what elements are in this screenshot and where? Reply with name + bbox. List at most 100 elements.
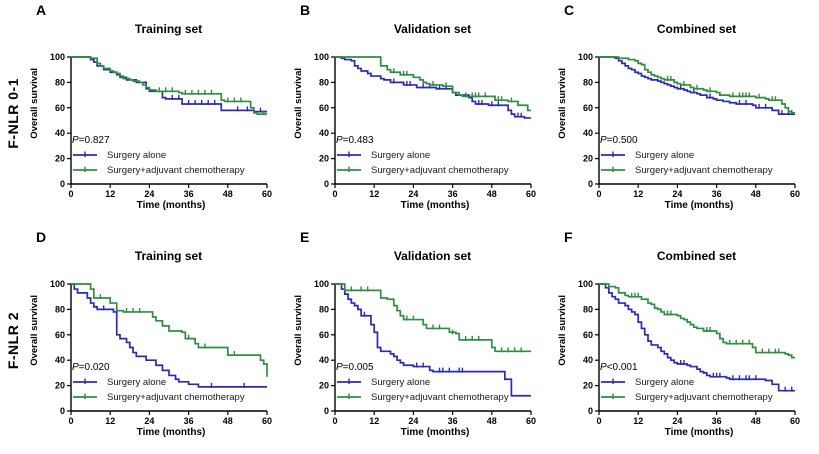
legend-line-chemo-icon [337, 166, 361, 172]
svg-text:60: 60 [55, 103, 65, 113]
legend-item-chemo: Surgery+adjuvant chemotherapy [72, 391, 245, 403]
legend-label: Surgery alone [371, 149, 431, 161]
legend-line-chemo-icon [601, 166, 625, 172]
svg-text:0: 0 [332, 416, 337, 426]
svg-text:40: 40 [55, 355, 65, 365]
p-value: P=0.827 [72, 135, 110, 146]
svg-text:80: 80 [55, 304, 65, 314]
svg-text:48: 48 [751, 416, 761, 426]
y-axis-label: Overall survival [557, 67, 568, 139]
svg-text:0: 0 [68, 189, 73, 199]
y-axis-label: Overall survival [29, 67, 40, 139]
legend-item-surgery: Surgery alone [336, 376, 509, 388]
svg-text:60: 60 [55, 330, 65, 340]
p-value: P=0.483 [336, 135, 374, 146]
svg-text:48: 48 [487, 416, 497, 426]
svg-text:48: 48 [751, 189, 761, 199]
svg-text:12: 12 [105, 189, 115, 199]
svg-text:24: 24 [408, 189, 418, 199]
x-axis-label: Time (months) [400, 200, 470, 211]
svg-text:0: 0 [332, 189, 337, 199]
legend-line-chemo-icon [601, 393, 625, 399]
x-axis-label: Time (months) [664, 200, 734, 211]
legend-label: Surgery alone [635, 376, 695, 388]
svg-text:24: 24 [408, 416, 418, 426]
legend-line-chemo-icon [73, 393, 97, 399]
svg-text:20: 20 [583, 381, 593, 391]
svg-text:80: 80 [583, 77, 593, 87]
legend-line-surgery-icon [601, 378, 625, 384]
plot-annotations: P<0.001 Surgery alone Surgery+adjuvant c… [600, 362, 773, 403]
svg-text:0: 0 [588, 406, 593, 416]
row-label-text: F-NLR 2 [5, 311, 21, 370]
svg-text:0: 0 [60, 179, 65, 189]
svg-text:12: 12 [633, 416, 643, 426]
panel-d: D Training set Overall survival 0 20 40 60 8… [26, 227, 290, 454]
svg-text:36: 36 [712, 189, 722, 199]
panel-title: Combined set [656, 22, 737, 36]
svg-text:60: 60 [262, 416, 272, 426]
legend-line-surgery-icon [337, 151, 361, 157]
km-plot: 0 20 40 60 80 100 0 12 24 36 48 60 [578, 279, 800, 426]
svg-text:36: 36 [184, 416, 194, 426]
p-value: P=0.020 [72, 362, 110, 373]
legend-item-chemo: Surgery+adjuvant chemotherapy [336, 164, 509, 176]
svg-text:100: 100 [578, 52, 593, 62]
svg-text:100: 100 [578, 279, 593, 289]
svg-text:100: 100 [314, 279, 329, 289]
legend-item-surgery: Surgery alone [600, 376, 773, 388]
svg-text:80: 80 [583, 304, 593, 314]
plot-annotations: P=0.020 Surgery alone Surgery+adjuvant c… [72, 362, 245, 403]
svg-text:48: 48 [223, 189, 233, 199]
svg-text:0: 0 [324, 406, 329, 416]
plot-annotations: P=0.500 Surgery alone Surgery+adjuvant c… [600, 135, 773, 176]
svg-text:12: 12 [369, 189, 379, 199]
y-axis-label: Overall survival [557, 294, 568, 366]
y-axis-label: Overall survival [29, 294, 40, 366]
svg-text:60: 60 [319, 330, 329, 340]
svg-text:40: 40 [583, 128, 593, 138]
svg-text:60: 60 [790, 189, 800, 199]
svg-text:40: 40 [55, 128, 65, 138]
svg-text:0: 0 [596, 416, 601, 426]
legend-item-surgery: Surgery alone [72, 149, 245, 161]
panel-f: F Combined set Overall survival 0 20 40 60 8… [554, 227, 818, 454]
plot-annotations: P=0.005 Surgery alone Surgery+adjuvant c… [336, 362, 509, 403]
svg-text:40: 40 [319, 128, 329, 138]
svg-text:48: 48 [487, 189, 497, 199]
svg-text:0: 0 [588, 179, 593, 189]
legend-label: Surgery alone [635, 149, 695, 161]
svg-text:36: 36 [448, 189, 458, 199]
legend-label: Surgery+adjuvant chemotherapy [107, 391, 245, 403]
legend-item-chemo: Surgery+adjuvant chemotherapy [336, 391, 509, 403]
legend-label: Surgery+adjuvant chemotherapy [635, 391, 773, 403]
svg-text:40: 40 [583, 355, 593, 365]
panel-title: Validation set [393, 22, 472, 36]
legend-line-chemo-icon [337, 393, 361, 399]
svg-text:20: 20 [55, 381, 65, 391]
legend-item-surgery: Surgery alone [336, 149, 509, 161]
svg-text:48: 48 [223, 416, 233, 426]
legend-line-surgery-icon [601, 151, 625, 157]
svg-text:20: 20 [319, 381, 329, 391]
svg-text:80: 80 [319, 304, 329, 314]
legend-label: Surgery alone [107, 376, 167, 388]
svg-text:0: 0 [60, 406, 65, 416]
km-plot: 0 20 40 60 80 100 0 12 24 36 48 60 [50, 52, 272, 199]
panel-title: Combined set [656, 249, 737, 263]
legend-line-surgery-icon [337, 378, 361, 384]
x-axis-label: Time (months) [136, 427, 206, 438]
panel-c: C Combined set Overall survival 0 20 40 60 8… [554, 0, 818, 227]
panel-letter: C [564, 2, 575, 18]
p-value: P<0.001 [600, 362, 638, 373]
legend-item-chemo: Surgery+adjuvant chemotherapy [600, 164, 773, 176]
panel-e: E Validation set Overall survival 0 20 40 6… [290, 227, 554, 454]
svg-text:0: 0 [324, 179, 329, 189]
svg-text:60: 60 [790, 416, 800, 426]
svg-text:12: 12 [369, 416, 379, 426]
km-plot: 0 20 40 60 80 100 0 12 24 36 48 60 [314, 52, 536, 199]
plot-annotations: P=0.483 Surgery alone Surgery+adjuvant c… [336, 135, 509, 176]
legend-item-chemo: Surgery+adjuvant chemotherapy [600, 391, 773, 403]
plot-annotations: P=0.827 Surgery alone Surgery+adjuvant c… [72, 135, 245, 176]
